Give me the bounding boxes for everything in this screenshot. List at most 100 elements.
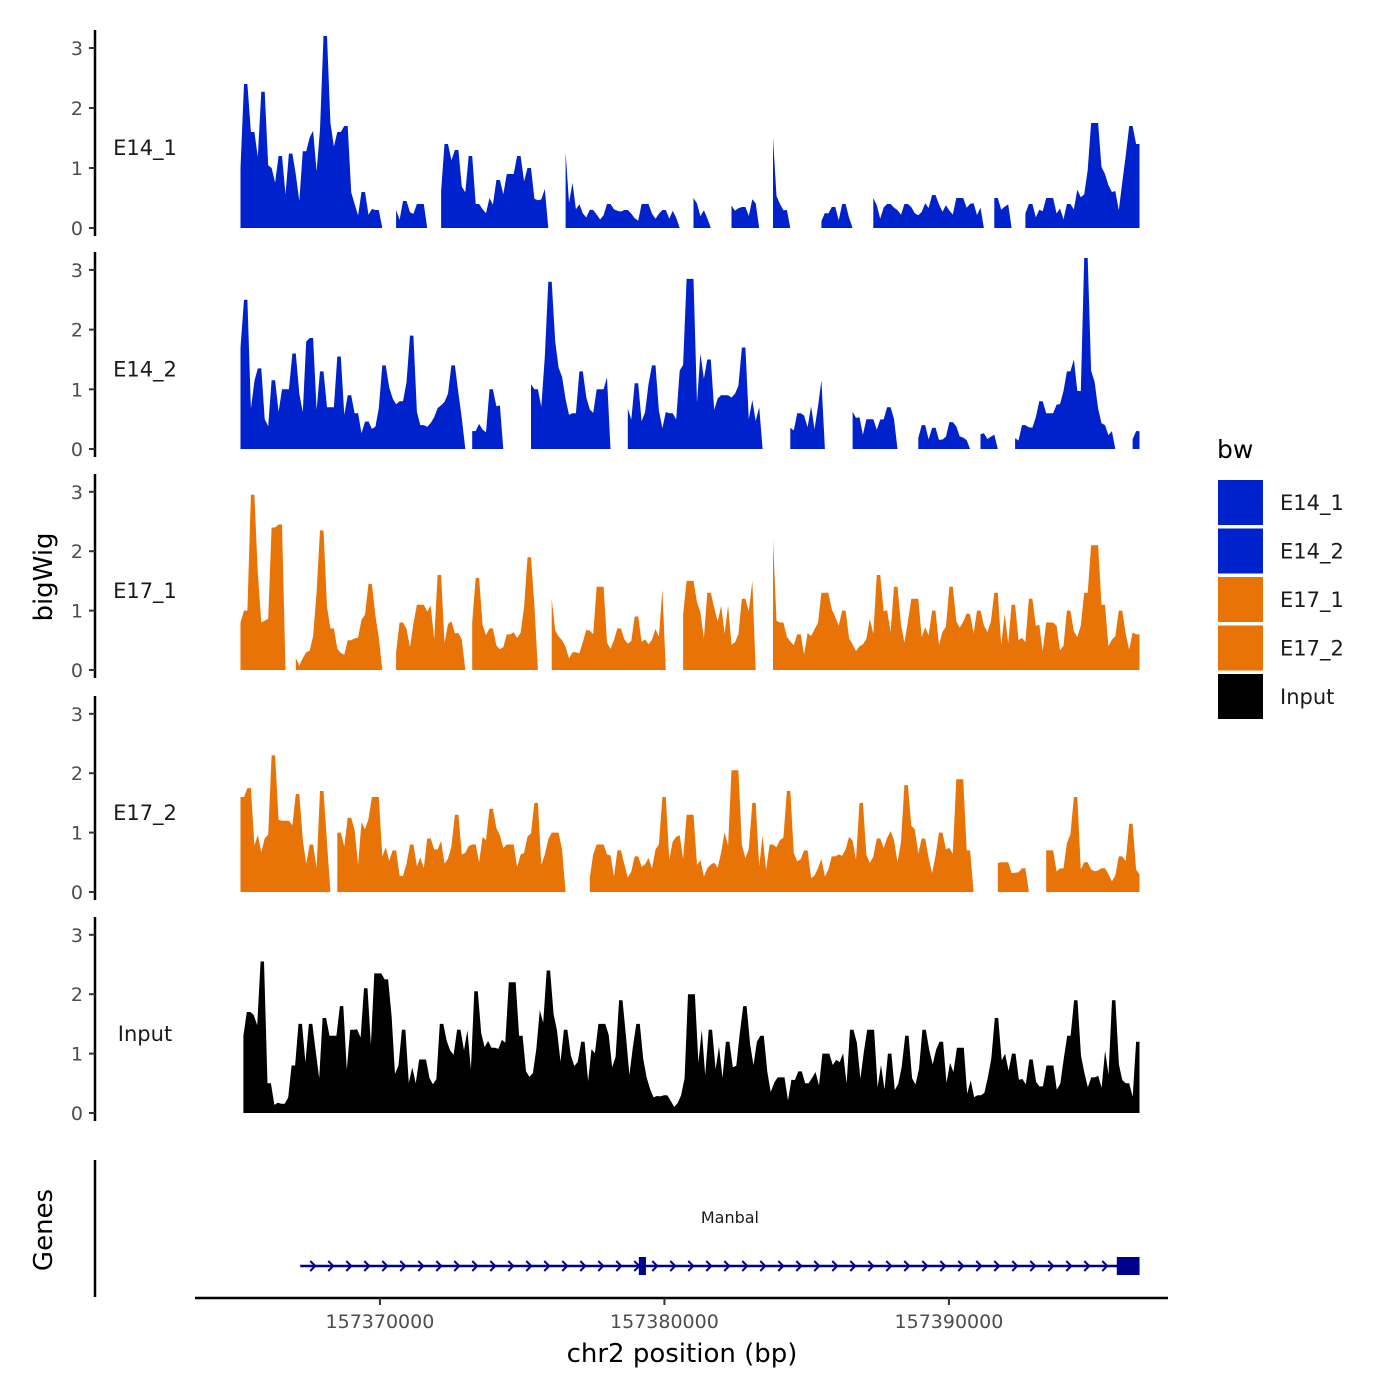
strand-arrow — [777, 1260, 785, 1272]
track-label: Input — [118, 1022, 172, 1046]
strand-arrow — [813, 1260, 821, 1272]
strand-arrow — [543, 1260, 551, 1272]
bigwig-tracks: 0 1 2 3 E14_1 0 1 2 3 E14_2 0 1 2 3 E17_1 0 1 2 3 E17_2 0 1 2 3… — [71, 30, 1140, 1125]
strand-arrow — [849, 1260, 857, 1272]
strand-arrow — [435, 1260, 443, 1272]
legend-item-E17_1: E17_1 — [1218, 577, 1344, 622]
x-axis-title: chr2 position (bp) — [567, 1339, 798, 1369]
y-tick-label: 3 — [71, 38, 83, 60]
legend-label: E14_1 — [1280, 491, 1344, 516]
legend-label: E17_2 — [1280, 637, 1344, 662]
strand-arrow — [867, 1260, 875, 1272]
track-E14_1-signal — [240, 36, 1140, 228]
gene-exon — [1116, 1257, 1140, 1275]
y-tick-label: 3 — [71, 260, 83, 282]
gene-name-label: Manbal — [701, 1208, 759, 1227]
track-Input-signal — [243, 961, 1140, 1113]
strand-arrow — [885, 1260, 893, 1272]
x-tick-label: 157390000 — [895, 1311, 1004, 1333]
y-tick-label: 1 — [71, 379, 83, 401]
y-axis-title: bigWig — [29, 532, 59, 621]
y-tick-label: 3 — [71, 482, 83, 504]
legend-label: E17_1 — [1280, 588, 1344, 613]
track-E14_2: 0 1 2 3 E14_2 — [71, 252, 1140, 461]
strand-arrow — [831, 1260, 839, 1272]
y-tick-label: 2 — [71, 320, 83, 342]
x-tick-label: 157370000 — [326, 1311, 435, 1333]
strand-arrow — [759, 1260, 767, 1272]
strand-arrow — [1011, 1260, 1019, 1272]
legend-label: E14_2 — [1280, 540, 1344, 565]
legend-label: Input — [1280, 685, 1334, 709]
gene-exon — [638, 1257, 646, 1275]
legend-item-E14_1: E14_1 — [1218, 480, 1344, 525]
strand-arrow — [615, 1260, 623, 1272]
strand-arrow — [345, 1260, 353, 1272]
y-tick-label: 3 — [71, 925, 83, 947]
legend-title: bw — [1217, 435, 1253, 464]
x-tick-label: 157380000 — [610, 1311, 719, 1333]
strand-arrow — [723, 1260, 731, 1272]
strand-arrow — [453, 1260, 461, 1272]
y-tick-label: 1 — [71, 1044, 83, 1066]
y-tick-label: 1 — [71, 601, 83, 623]
strand-arrow — [975, 1260, 983, 1272]
strand-arrow — [741, 1260, 749, 1272]
strand-arrow — [381, 1260, 389, 1272]
strand-arrow — [651, 1260, 659, 1272]
strand-arrow — [795, 1260, 803, 1272]
track-E14_1: 0 1 2 3 E14_1 — [71, 30, 1140, 240]
strand-arrow — [579, 1260, 587, 1272]
strand-arrow — [489, 1260, 497, 1272]
strand-arrow — [561, 1260, 569, 1272]
strand-arrow — [363, 1260, 371, 1272]
y-tick-label: 0 — [71, 660, 83, 682]
strand-arrow — [1029, 1260, 1037, 1272]
y-tick-label: 2 — [71, 541, 83, 563]
track-label: E17_2 — [113, 801, 177, 826]
y-tick-label: 2 — [71, 763, 83, 785]
strand-arrow — [507, 1260, 515, 1272]
strand-arrow — [1065, 1260, 1073, 1272]
strand-arrow — [309, 1260, 317, 1272]
track-E14_2-signal — [240, 258, 1140, 449]
strand-arrow — [669, 1260, 677, 1272]
track-label: E17_1 — [113, 579, 177, 604]
y-tick-label: 2 — [71, 98, 83, 120]
strand-arrow — [687, 1260, 695, 1272]
strand-arrow — [705, 1260, 713, 1272]
strand-arrow — [1083, 1260, 1091, 1272]
strand-arrow — [597, 1260, 605, 1272]
legend-item-E17_2: E17_2 — [1218, 625, 1344, 671]
strand-arrow — [957, 1260, 965, 1272]
track-E17_1: 0 1 2 3 E17_1 — [71, 474, 1140, 682]
strand-arrow — [903, 1260, 911, 1272]
genes-axis-title: Genes — [29, 1189, 59, 1271]
track-E17_2: 0 1 2 3 E17_2 — [71, 696, 1140, 904]
strand-arrow — [1101, 1260, 1109, 1272]
x-axis: 157370000 157380000 157390000 — [195, 1296, 1168, 1333]
legend-swatch — [1218, 674, 1263, 719]
y-tick-label: 0 — [71, 1103, 83, 1125]
track-label: E14_2 — [113, 358, 177, 383]
legend-item-Input: Input — [1218, 674, 1334, 719]
y-tick-label: 3 — [71, 704, 83, 726]
track-E17_1-signal — [240, 494, 1140, 670]
track-label: E14_1 — [113, 136, 177, 161]
y-tick-label: 1 — [71, 823, 83, 845]
y-tick-label: 2 — [71, 984, 83, 1006]
strand-arrow — [1047, 1260, 1055, 1272]
legend-swatch — [1218, 528, 1263, 574]
strand-arrow — [921, 1260, 929, 1272]
legend-item-E14_2: E14_2 — [1218, 528, 1344, 574]
gene-track: Manbal — [93, 1160, 1140, 1297]
gene-Manbal: Manbal — [300, 1208, 1140, 1275]
strand-arrow — [327, 1260, 335, 1272]
y-tick-label: 0 — [71, 218, 83, 240]
track-Input: 0 1 2 3 Input — [71, 917, 1140, 1125]
legend-swatch — [1218, 480, 1263, 525]
strand-arrow — [525, 1260, 533, 1272]
strand-arrow — [417, 1260, 425, 1272]
track-E17_2-signal — [240, 755, 1140, 892]
